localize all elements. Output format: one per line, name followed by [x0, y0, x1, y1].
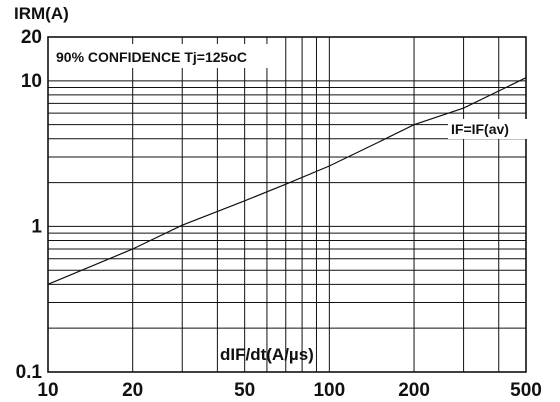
series-line-if-iav — [47, 77, 527, 285]
grid — [48, 37, 526, 372]
x-tick-label: 100 — [313, 380, 345, 401]
curve-label: IF=IF(av) — [451, 121, 509, 137]
y-tick-label: 1 — [31, 216, 42, 237]
y-tick-label: 0.1 — [16, 362, 43, 383]
curve-label-bg — [448, 119, 532, 139]
tick-labels: 10 20 50 100 200 500 0.1 1 10 20 — [16, 27, 542, 401]
y-tick-label: 10 — [21, 71, 42, 92]
x-tick-label: 500 — [510, 380, 542, 401]
condition-annotation-bg — [52, 44, 284, 68]
condition-annotation: 90% CONFIDENCE Tj=125oC — [56, 49, 247, 65]
x-tick-label: 50 — [234, 380, 255, 401]
plot-frame — [47, 36, 527, 373]
y-axis-label: IRM(A) — [14, 4, 69, 23]
x-axis-label: dIF/dt(A/µs) — [220, 345, 314, 364]
x-tick-label: 10 — [37, 380, 58, 401]
x-tick-label: 20 — [122, 380, 143, 401]
x-tick-label: 200 — [398, 380, 430, 401]
y-tick-label: 20 — [21, 27, 42, 48]
